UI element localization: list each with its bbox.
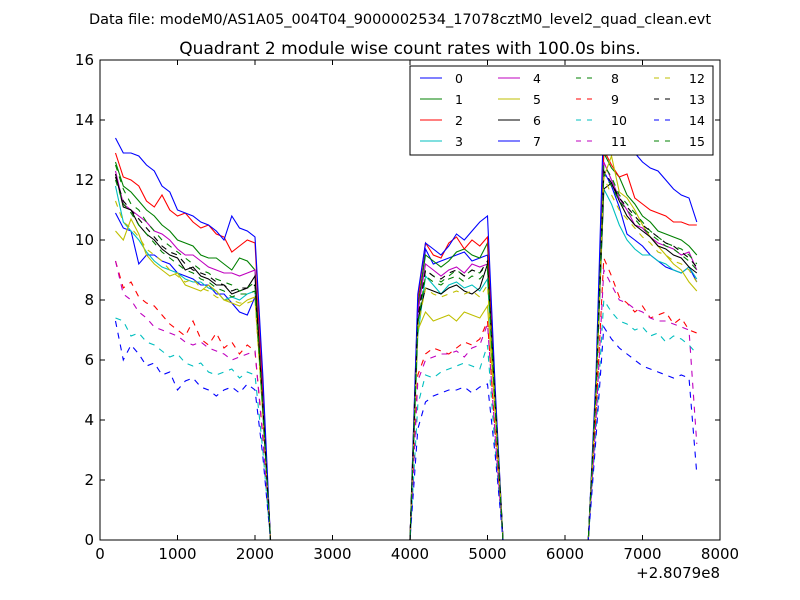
series-line-10 — [115, 298, 698, 541]
series-layer — [114, 106, 698, 541]
legend-label-4: 4 — [533, 71, 541, 86]
x-tick-label: 8000 — [701, 545, 739, 563]
legend-label-8: 8 — [611, 71, 619, 86]
axis-ticks: 0 1000 2000 3000 4000 5000 6000 7000 80000246810… — [75, 51, 739, 563]
series-line-8 — [114, 163, 698, 541]
y-tick-label: 0 — [84, 531, 94, 549]
legend-label-6: 6 — [533, 113, 541, 128]
legend-label-13: 13 — [689, 92, 705, 107]
x-tick-label: 2000 — [236, 545, 274, 563]
chart-title: Quadrant 2 module wise count rates with … — [179, 39, 640, 59]
x-tick-label: 4000 — [391, 545, 429, 563]
series-line-3 — [114, 185, 698, 541]
series-line-1 — [114, 150, 698, 541]
y-tick-label: 12 — [75, 171, 94, 189]
series-line-12 — [114, 176, 698, 541]
datafile-label: Data file: modeM0/AS1A05_004T04_90000025… — [89, 12, 711, 28]
legend-label-2: 2 — [455, 113, 463, 128]
y-tick-label: 2 — [84, 471, 94, 489]
series-line-11 — [114, 260, 698, 541]
x-tick-label: 7000 — [623, 545, 661, 563]
legend-label-11: 11 — [611, 134, 627, 149]
legend-label-1: 1 — [455, 92, 463, 107]
series-line-6 — [114, 173, 698, 541]
y-tick-label: 4 — [84, 411, 94, 429]
x-tick-label: 3000 — [313, 545, 351, 563]
series-line-2 — [114, 147, 697, 541]
y-tick-label: 6 — [84, 351, 94, 369]
series-line-4 — [114, 161, 698, 541]
series-line-13 — [114, 169, 698, 541]
x-tick-label: 6000 — [546, 545, 584, 563]
series-line-15 — [114, 172, 698, 541]
legend-label-12: 12 — [689, 71, 705, 86]
legend-label-3: 3 — [455, 134, 463, 149]
legend-label-15: 15 — [689, 134, 705, 149]
legend-label-7: 7 — [533, 134, 541, 149]
x-tick-label: 5000 — [468, 545, 506, 563]
series-line-5 — [115, 154, 698, 541]
y-tick-label: 8 — [84, 291, 94, 309]
legend-box — [409, 65, 714, 156]
x-tick-label: 0 — [95, 545, 105, 563]
y-tick-label: 10 — [75, 231, 94, 249]
series-line-7 — [115, 106, 698, 541]
series-line-14 — [114, 320, 698, 541]
x-tick-label: 1000 — [158, 545, 196, 563]
legend-label-5: 5 — [533, 92, 541, 107]
legend-label-0: 0 — [455, 71, 463, 86]
legend-label-9: 9 — [611, 92, 619, 107]
series-line-0 — [115, 168, 698, 541]
legend-label-10: 10 — [611, 113, 627, 128]
legend-label-14: 14 — [689, 113, 705, 128]
y-tick-label: 16 — [75, 51, 94, 69]
y-tick-label: 14 — [75, 111, 94, 129]
x-offset-label: +2.8079e8 — [636, 564, 720, 582]
series-line-9 — [114, 257, 697, 541]
